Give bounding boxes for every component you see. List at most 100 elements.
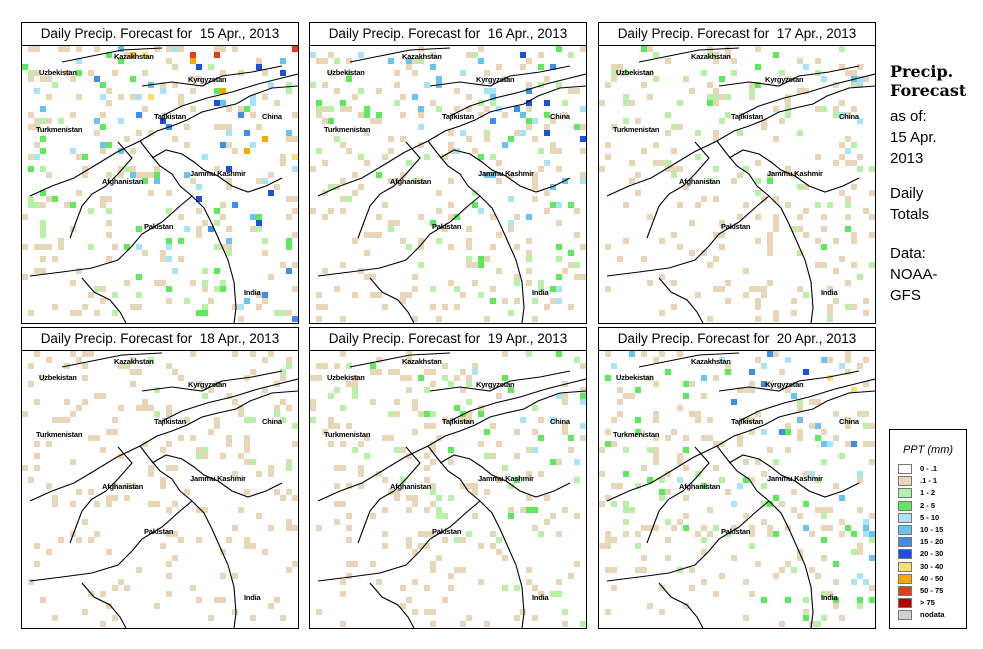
precip-cell <box>532 178 538 184</box>
precip-cell <box>436 555 442 561</box>
precip-cell <box>40 220 46 226</box>
precip-cell <box>755 357 761 363</box>
precip-cell <box>196 537 202 543</box>
precip-cell <box>250 100 256 106</box>
precip-cell <box>526 579 532 585</box>
precip-cell <box>412 399 418 405</box>
precip-cell <box>869 441 875 447</box>
precip-cell <box>526 82 532 88</box>
precip-cell <box>659 477 665 483</box>
precip-cell <box>442 513 448 519</box>
precip-cell <box>286 244 292 250</box>
precip-cell <box>514 477 520 483</box>
precip-cell <box>719 76 725 82</box>
precip-cell <box>364 112 370 118</box>
precip-cell <box>412 94 418 100</box>
precip-cell <box>442 363 448 369</box>
precip-cell <box>755 411 761 417</box>
precip-cell <box>821 525 827 531</box>
precip-cell <box>88 537 94 543</box>
map-label-tajikistan: Tajikistan <box>731 417 764 426</box>
precip-cell <box>358 112 364 118</box>
precip-cell <box>556 202 562 208</box>
precip-cell <box>641 351 647 357</box>
precip-cell <box>184 489 190 495</box>
precip-cell <box>731 501 737 507</box>
precip-cell <box>689 411 695 417</box>
precip-cell <box>280 399 286 405</box>
precip-cell <box>785 112 791 118</box>
precip-cell <box>635 531 641 537</box>
precip-cell <box>418 238 424 244</box>
precip-cell <box>148 94 154 100</box>
precip-cell <box>797 513 803 519</box>
precip-cell <box>232 351 238 357</box>
precip-cell <box>178 94 184 100</box>
legend-swatch <box>898 476 912 487</box>
precip-cell <box>484 130 490 136</box>
precip-cell <box>785 100 791 106</box>
precip-cell <box>424 609 430 615</box>
map-label-afghanistan: Afghanistan <box>390 177 432 186</box>
precip-cell <box>40 148 46 154</box>
legend-label: 2 - 5 <box>920 500 936 510</box>
precip-cell <box>112 292 118 298</box>
precip-cell <box>406 543 412 549</box>
precip-cell <box>448 447 454 453</box>
precip-cell <box>142 172 148 178</box>
precip-cell <box>82 172 88 178</box>
precip-cell <box>617 70 623 76</box>
precip-cell <box>478 292 484 298</box>
precip-cell <box>22 214 28 220</box>
precip-cell <box>232 202 238 208</box>
precip-cell <box>568 435 574 441</box>
precip-cell <box>580 178 586 184</box>
precip-cell <box>857 82 863 88</box>
legend-label: 40 - 50 <box>920 573 944 583</box>
legend-item: 40 - 50 <box>898 573 962 585</box>
map-label-kazakhstan: Kazakhstan <box>114 357 154 366</box>
map-label-china: China <box>839 417 859 426</box>
precip-cell <box>611 501 617 507</box>
precip-cell <box>496 537 502 543</box>
precip-cell <box>106 232 112 238</box>
precip-cell <box>238 316 244 322</box>
precip-cell <box>250 142 256 148</box>
precip-cell <box>142 178 148 184</box>
precip-cell <box>370 513 376 519</box>
precip-cell <box>334 519 340 525</box>
precip-cell <box>322 214 328 220</box>
precip-cell <box>124 363 130 369</box>
precip-cell <box>442 597 448 603</box>
panel-title: Daily Precip. Forecast for 19 Apr., 2013 <box>309 327 587 351</box>
precip-cell <box>400 238 406 244</box>
precip-cell <box>358 465 364 471</box>
precip-cell <box>869 262 875 268</box>
precip-cell <box>653 357 659 363</box>
precip-cell <box>580 148 586 154</box>
precip-cell <box>647 525 653 531</box>
precip-cell <box>250 615 256 621</box>
precip-cell <box>737 172 743 178</box>
precip-cell <box>526 100 532 106</box>
precip-cell <box>406 537 412 543</box>
precip-cell <box>496 232 502 238</box>
precip-cell <box>238 304 244 310</box>
precip-cell <box>496 160 502 166</box>
precip-cell <box>328 441 334 447</box>
precip-cell <box>863 298 869 304</box>
precip-cell <box>130 94 136 100</box>
precip-cell <box>755 214 761 220</box>
precip-cell <box>214 88 220 94</box>
precip-cell <box>418 178 424 184</box>
precip-cell <box>370 292 376 298</box>
precip-cell <box>611 537 617 543</box>
forecast-panel: Daily Precip. Forecast for 16 Apr., 2013… <box>309 22 587 324</box>
precip-cell <box>172 82 178 88</box>
map-label-turkmenistan: Turkmenistan <box>36 125 83 134</box>
precip-cell <box>665 166 671 172</box>
precip-cell <box>76 489 82 495</box>
precip-cell <box>172 46 178 52</box>
precip-cell <box>713 465 719 471</box>
precip-cell <box>502 585 508 591</box>
